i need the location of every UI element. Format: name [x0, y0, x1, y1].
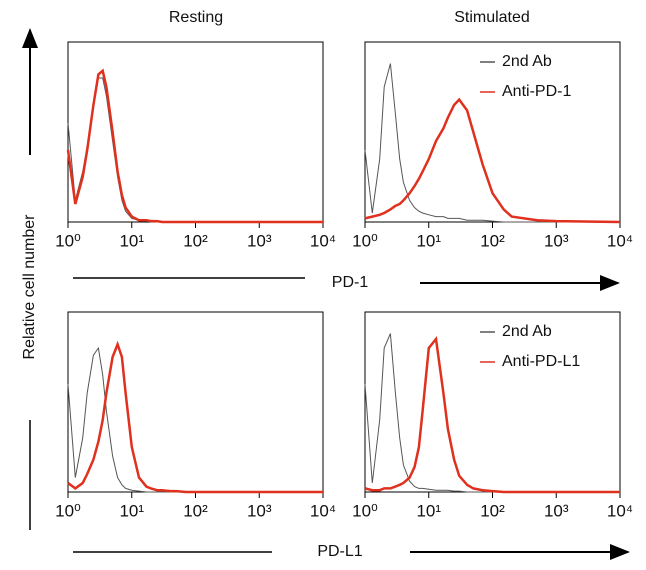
histogram-line [364, 63, 620, 223]
x-tick-label: 10² [480, 231, 505, 250]
histogram-line [67, 340, 323, 494]
histogram-line [364, 335, 620, 494]
column-title: Resting [169, 9, 223, 26]
x-tick-label: 10¹ [119, 231, 144, 250]
legend-label: Anti-PD-1 [502, 83, 571, 100]
x-tick-label: 10² [183, 501, 208, 520]
x-tick-label: 10⁴ [310, 501, 336, 520]
x-tick-label: 10⁴ [310, 231, 336, 250]
x-tick-label: 10³ [247, 231, 272, 250]
histogram-line [67, 346, 323, 493]
histogram-line [364, 97, 621, 224]
column-title: Stimulated [454, 9, 530, 26]
histogram-line [67, 77, 323, 223]
y-label: Relative cell number [21, 214, 38, 360]
row-label: PD-L1 [317, 543, 362, 560]
histogram-line [364, 333, 620, 493]
x-tick-label: 10² [480, 501, 505, 520]
x-tick-label: 10⁴ [607, 501, 633, 520]
x-tick-label: 10⁰ [352, 231, 378, 250]
legend-label: Anti-PD-L1 [502, 353, 580, 370]
x-tick-label: 10³ [544, 231, 569, 250]
x-tick-label: 10⁰ [55, 501, 81, 520]
x-tick-label: 10⁴ [607, 231, 633, 250]
x-tick-label: 10¹ [119, 501, 144, 520]
x-tick-label: 10³ [544, 501, 569, 520]
x-tick-label: 10³ [247, 501, 272, 520]
x-tick-label: 10¹ [416, 501, 441, 520]
row-label: PD-1 [332, 274, 369, 291]
histogram-line [66, 68, 323, 224]
x-tick-label: 10⁰ [352, 501, 378, 520]
x-tick-label: 10¹ [416, 231, 441, 250]
legend-label: 2nd Ab [502, 53, 552, 70]
legend-label: 2nd Ab [502, 323, 552, 340]
x-tick-label: 10⁰ [55, 231, 81, 250]
x-tick-label: 10² [183, 231, 208, 250]
plot-frame [67, 41, 324, 223]
